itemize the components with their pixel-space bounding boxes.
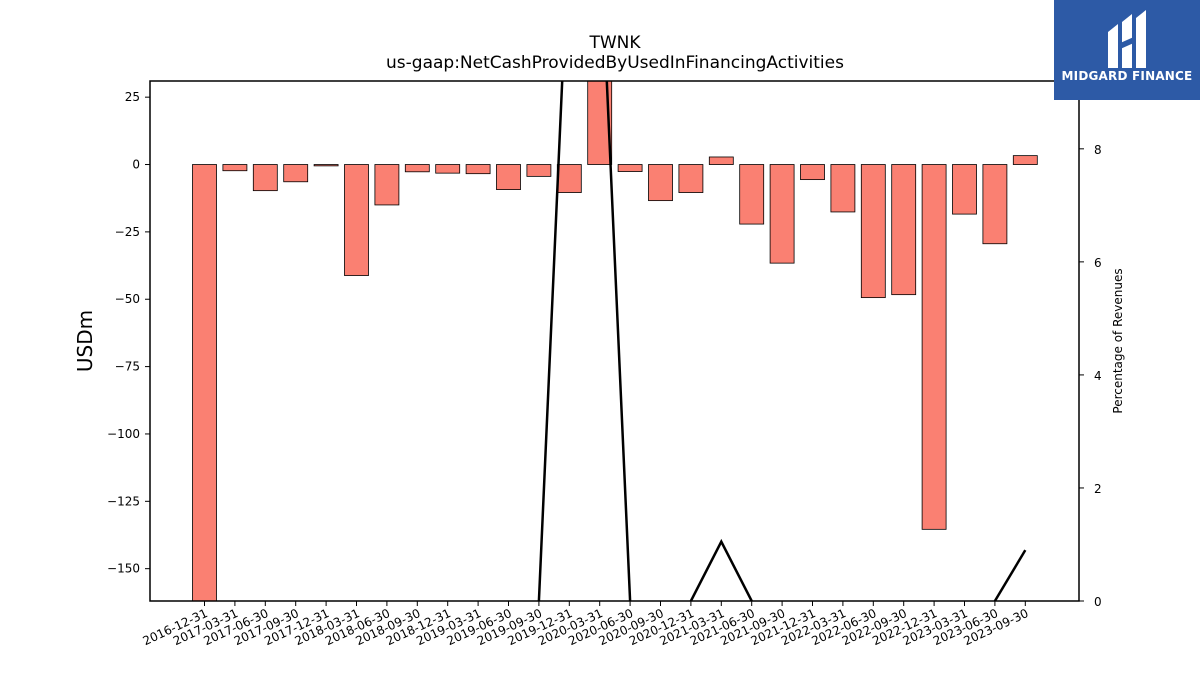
y-tick-label: 0 — [132, 158, 140, 172]
bar — [891, 164, 917, 296]
brand-name: MIDGARD FINANCE — [1061, 69, 1193, 83]
bar — [313, 164, 339, 167]
bar — [374, 164, 400, 206]
y-right-tick-label: 6 — [1094, 256, 1102, 270]
chart-title: TWNK — [588, 33, 641, 53]
y-tick-label: 25 — [125, 90, 140, 104]
bar — [921, 164, 947, 530]
y-tick-label: −25 — [115, 225, 140, 239]
bar — [860, 164, 886, 299]
y-axis-left: 25 0 −25 −50 −75 −100 −125 −150 — [107, 90, 150, 576]
bar — [769, 164, 795, 264]
bar — [222, 164, 248, 172]
y-axis-right: 0 2 4 6 8 — [1079, 143, 1102, 609]
chart-subtitle: us-gaap:NetCashProvidedByUsedInFinancing… — [386, 53, 844, 73]
bar — [678, 164, 704, 193]
y-right-tick-label: 2 — [1094, 482, 1102, 496]
y-axis-label-right: Percentage of Revenues — [1111, 268, 1125, 413]
y-axis-label-left: USDm — [73, 310, 97, 372]
brand-logo: MIDGARD FINANCE — [1054, 0, 1200, 100]
y-right-tick-label: 0 — [1094, 595, 1102, 609]
y-right-tick-label: 4 — [1094, 369, 1102, 383]
bar — [982, 164, 1008, 245]
y-tick-label: −150 — [107, 562, 140, 576]
bar — [465, 164, 491, 175]
bar — [435, 164, 461, 174]
bar — [192, 164, 217, 602]
series-line — [993, 549, 1027, 601]
y-tick-label: −50 — [115, 292, 140, 306]
bar — [1012, 155, 1038, 165]
y-right-tick-label: 8 — [1094, 143, 1102, 157]
bar — [617, 164, 643, 172]
y-tick-label: −100 — [107, 427, 140, 441]
midgard-logo-icon — [1108, 10, 1146, 68]
y-tick-label: −75 — [115, 360, 140, 374]
series-line — [689, 538, 753, 601]
bar — [404, 164, 430, 173]
x-axis: 2016-12-312017-03-312017-06-302017-09-30… — [141, 601, 1031, 648]
bar — [283, 164, 309, 183]
line-layer — [537, 81, 1027, 601]
bar — [556, 164, 582, 193]
bar — [708, 156, 734, 165]
bars-layer — [192, 80, 1038, 602]
bar — [800, 164, 825, 181]
bar — [739, 164, 765, 225]
bar — [952, 164, 977, 215]
series-line — [537, 81, 632, 601]
bar — [526, 164, 552, 177]
bar — [496, 164, 521, 190]
y-tick-label: −125 — [107, 494, 140, 508]
bar — [252, 164, 278, 192]
bar — [344, 164, 369, 276]
bar — [830, 164, 856, 213]
plot-frame — [149, 80, 1080, 602]
bar — [648, 164, 673, 202]
